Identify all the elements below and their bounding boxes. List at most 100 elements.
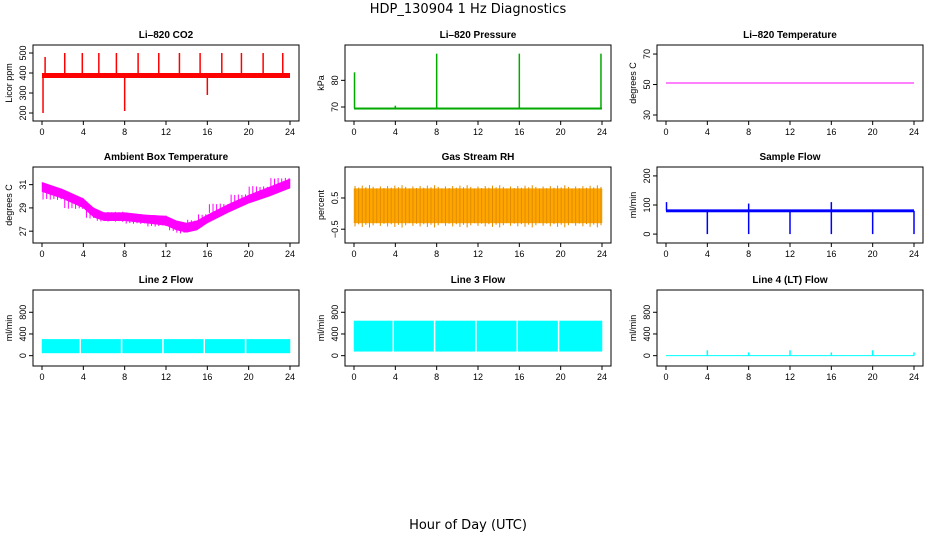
panel-5-xtick-label: 12 <box>473 249 483 259</box>
panel-3-xtick-label: 24 <box>909 127 919 137</box>
panel-3-ytick-label: 70 <box>642 49 652 59</box>
panel-2-frame <box>344 44 612 122</box>
panel-1-xtick-label: 12 <box>161 127 171 137</box>
panel-4-title: Ambient Box Temperature <box>104 152 229 163</box>
panel-4-ylabel: degrees C <box>4 184 14 226</box>
panel-8-title: Line 3 Flow <box>451 275 506 286</box>
panel-2-xtick-label: 4 <box>393 127 398 137</box>
panel-6-ytick-label: 0 <box>642 232 652 237</box>
panel-8-ytick-label: 400 <box>330 326 340 341</box>
panel-3-ytick-label: 50 <box>642 80 652 90</box>
panel-1-ylabel: Licor ppm <box>4 63 14 103</box>
panel-6-xtick-label: 12 <box>785 249 795 259</box>
panel-7-xtick-label: 20 <box>244 372 254 382</box>
panel-3-xtick-label: 8 <box>746 127 751 137</box>
panel-4-xtick-label: 12 <box>161 249 171 259</box>
panel-6-xtick-label: 24 <box>909 249 919 259</box>
panel-8-ylabel: ml/min <box>316 315 326 342</box>
panel-9-xtick-label: 24 <box>909 372 919 382</box>
figure-title: HDP_130904 1 Hz Diagnostics <box>369 2 567 17</box>
panel-2-ytick-label: 70 <box>330 102 340 112</box>
panel-5-xtick-label: 16 <box>514 249 524 259</box>
panel-2-title: Li–820 Pressure <box>440 30 517 41</box>
panel-5-xtick-label: 0 <box>351 249 356 259</box>
panel-7-series-band <box>41 339 291 354</box>
panel-9-xtick-label: 0 <box>663 372 668 382</box>
panel-7-xtick-label: 4 <box>81 372 86 382</box>
panel-8-xtick-label: 4 <box>393 372 398 382</box>
panel-7-xtick-label: 0 <box>39 372 44 382</box>
panel-5-xtick-label: 24 <box>597 249 607 259</box>
panel-8-xtick-label: 24 <box>597 372 607 382</box>
panel-1-frame <box>32 44 300 122</box>
panel-6-xtick-label: 0 <box>663 249 668 259</box>
panel-6-ytick-label: 100 <box>642 197 652 212</box>
panel-3-xtick-label: 4 <box>705 127 710 137</box>
panel-6-title: Sample Flow <box>759 152 820 163</box>
panel-6-xtick-label: 16 <box>826 249 836 259</box>
panel-2-xtick-label: 0 <box>351 127 356 137</box>
panel-8-xtick-label: 16 <box>514 372 524 382</box>
panel-8-series-band <box>353 320 603 352</box>
panel-4-ytick-label: 27 <box>18 226 28 236</box>
panel-9-xtick-label: 16 <box>826 372 836 382</box>
panel-1-series-band <box>42 73 290 78</box>
panel-4-xtick-label: 16 <box>202 249 212 259</box>
panel-4-xtick-label: 4 <box>81 249 86 259</box>
panel-1-xtick-label: 4 <box>81 127 86 137</box>
panel-7-xtick-label: 16 <box>202 372 212 382</box>
panel-2-xtick-label: 12 <box>473 127 483 137</box>
panel-1-xtick-label: 16 <box>202 127 212 137</box>
panel-2-ytick-label: 80 <box>330 75 340 85</box>
panel-2-xtick-label: 24 <box>597 127 607 137</box>
panel-1-ytick-label: 200 <box>18 105 28 120</box>
panel-7-xtick-label: 12 <box>161 372 171 382</box>
panel-3-xtick-label: 0 <box>663 127 668 137</box>
panel-1-xtick-label: 20 <box>244 127 254 137</box>
panel-4-frame <box>32 166 300 244</box>
panel-1-xtick-label: 8 <box>122 127 127 137</box>
panel-1-ytick-label: 500 <box>18 45 28 60</box>
panel-9-xtick-label: 20 <box>868 372 878 382</box>
panel-2-xtick-label: 20 <box>556 127 566 137</box>
panel-7-ytick-label: 0 <box>18 353 28 358</box>
panel-7-ytick-label: 800 <box>18 305 28 320</box>
panel-1-title: Li–820 CO2 <box>139 30 194 41</box>
panel-5-ylabel: percent <box>316 189 326 220</box>
panel-4-xtick-label: 24 <box>285 249 295 259</box>
panel-5-xtick-label: 8 <box>434 249 439 259</box>
panel-9-xtick-label: 8 <box>746 372 751 382</box>
panel-6-xtick-label: 20 <box>868 249 878 259</box>
panel-8-ytick-label: 0 <box>330 353 340 358</box>
panel-1-ytick-label: 400 <box>18 65 28 80</box>
panel-5-ytick-label: 0.5 <box>330 192 340 205</box>
panel-6-ytick-label: 200 <box>642 168 652 183</box>
panel-8-xtick-label: 12 <box>473 372 483 382</box>
panel-4-xtick-label: 8 <box>122 249 127 259</box>
panel-3-xtick-label: 16 <box>826 127 836 137</box>
panel-9-ytick-label: 0 <box>642 353 652 358</box>
panel-4-xtick-label: 20 <box>244 249 254 259</box>
panel-7-title: Line 2 Flow <box>139 275 194 286</box>
panel-8-xtick-label: 0 <box>351 372 356 382</box>
panel-7-xtick-label: 24 <box>285 372 295 382</box>
panel-1-xtick-label: 0 <box>39 127 44 137</box>
panel-4-ytick-label: 29 <box>18 203 28 213</box>
panel-3-ytick-label: 30 <box>642 110 652 120</box>
panel-9-ytick-label: 400 <box>642 326 652 341</box>
panel-1-ytick-label: 300 <box>18 85 28 100</box>
panel-2-series-band <box>354 107 602 110</box>
panel-7-xtick-label: 8 <box>122 372 127 382</box>
panel-9-title: Line 4 (LT) Flow <box>752 275 828 286</box>
panel-9-ytick-label: 800 <box>642 305 652 320</box>
panel-6-ylabel: ml/min <box>628 192 638 219</box>
panel-3-ylabel: degrees C <box>628 62 638 104</box>
panel-4-series-band <box>41 178 291 233</box>
x-axis-label: Hour of Day (UTC) <box>409 518 527 533</box>
panel-3-xtick-label: 20 <box>868 127 878 137</box>
panel-2-ylabel: kPa <box>316 75 326 91</box>
panel-7-ytick-label: 400 <box>18 326 28 341</box>
panel-6-xtick-label: 4 <box>705 249 710 259</box>
panel-1-xtick-label: 24 <box>285 127 295 137</box>
